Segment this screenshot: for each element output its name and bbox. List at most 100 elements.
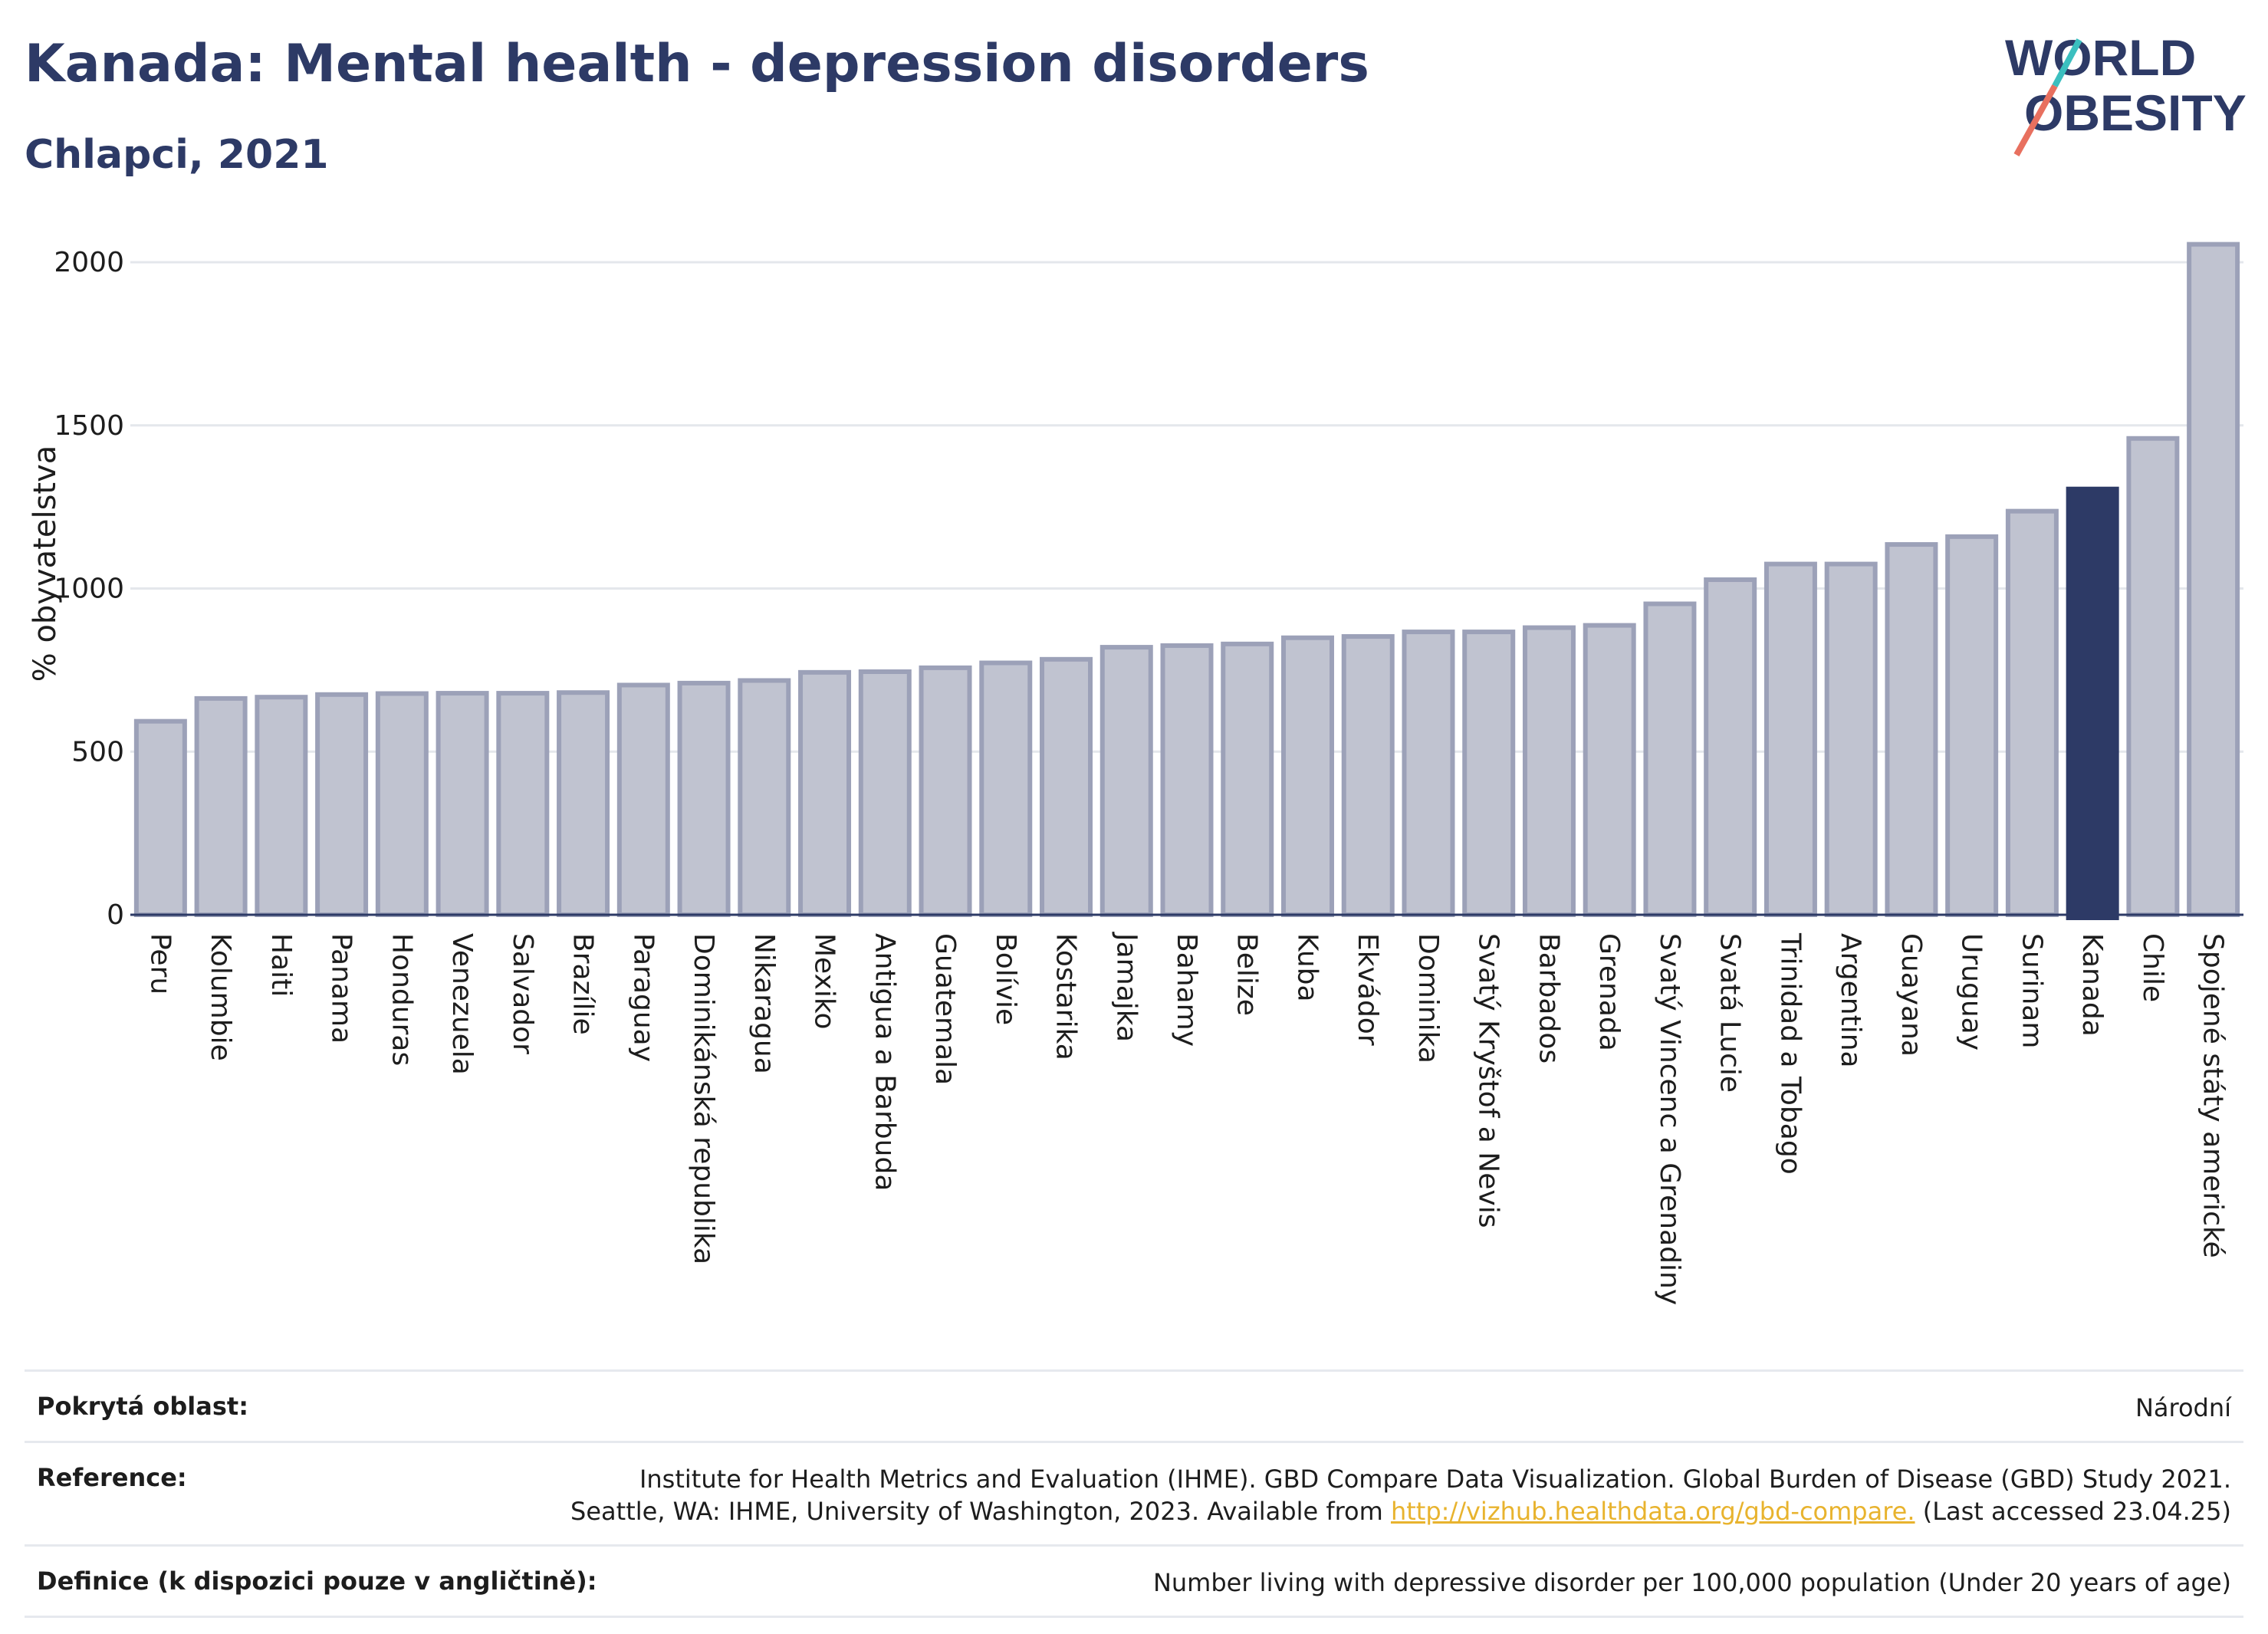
bar-trinidad-a-tobago[interactable] (1763, 561, 1817, 918)
chart-title: Kanada: Mental health - depression disor… (25, 34, 1369, 94)
x-category-labels: Peru Kolumbie Haiti Panama Honduras Venezuela… (144, 932, 2228, 1305)
bar-argentina[interactable] (1824, 561, 1878, 918)
reference-link[interactable]: http://vizhub.healthdata.org/gbd-compare… (1390, 1497, 1915, 1526)
bar-haiti[interactable] (255, 695, 308, 918)
bar-paraguay[interactable] (616, 682, 670, 917)
y-tick-label: 500 (71, 736, 124, 768)
x-category-label: Kostarika (1050, 933, 1082, 1060)
x-category-label: Salvador (507, 933, 538, 1054)
x-category-label: Kuba (1291, 933, 1323, 1002)
logo-line2: OBESITY (2024, 84, 2247, 141)
reference-line1: Institute for Health Metrics and Evaluat… (639, 1465, 2231, 1494)
x-category-label: Panama (326, 933, 357, 1044)
bar-ekvádor[interactable] (1341, 634, 1395, 918)
bar-dominika[interactable] (1402, 630, 1455, 917)
x-category-label: Guatemala (929, 933, 961, 1085)
x-category-label: Dominika (1412, 933, 1444, 1064)
bar-svatá-lucie[interactable] (1704, 577, 1757, 917)
x-category-label: Barbados (1533, 933, 1564, 1064)
logo-slash-accent-icon (2052, 38, 2082, 87)
bars (133, 242, 2240, 920)
world-obesity-logo: WORLD OBESITY (2005, 29, 2247, 156)
x-category-label: Ekvádor (1352, 933, 1383, 1046)
bar-nikaragua[interactable] (738, 678, 791, 918)
y-tick-labels: 0 500 1000 1500 2000 (54, 247, 124, 931)
bar-dominikánská-republika[interactable] (677, 680, 731, 918)
bar-guayana[interactable] (1885, 542, 1938, 917)
bar-peru[interactable] (133, 718, 187, 918)
x-category-label: Grenada (1593, 933, 1625, 1051)
reference-value: Institute for Health Metrics and Evaluat… (570, 1463, 2231, 1527)
y-axis-title: % obyvatelstva (28, 445, 63, 682)
footer-row-reference: Reference: Institute for Health Metrics … (25, 1441, 2243, 1544)
bar-kolumbie[interactable] (194, 695, 248, 917)
coverage-value: Národní (2135, 1393, 2231, 1422)
bar-belize[interactable] (1221, 641, 1274, 918)
y-tick-label: 0 (107, 899, 124, 931)
x-category-label: Guayana (1895, 933, 1927, 1057)
bar-salvador[interactable] (496, 691, 550, 917)
x-category-label: Mexiko (809, 933, 840, 1029)
bar-antigua-a-barbuda[interactable] (858, 669, 912, 917)
x-category-label: Paraguay (627, 933, 659, 1062)
chart-subtitle: Chlapci, 2021 (25, 132, 329, 178)
bar-svatý-vincenc-a-grenadiny[interactable] (1643, 601, 1697, 917)
reference-label: Reference: (37, 1463, 187, 1492)
x-category-label: Honduras (386, 933, 417, 1066)
definition-label: Definice (k dispozici pouze v angličtině… (37, 1567, 597, 1596)
bar-kuba[interactable] (1280, 635, 1334, 917)
bar-uruguay[interactable] (1945, 534, 1999, 918)
x-category-label: Peru (144, 933, 176, 995)
bar-brazílie[interactable] (557, 690, 610, 917)
x-category-label: Svatý Vincenc a Grenadiny (1654, 933, 1685, 1305)
x-category-label: Svatý Kryštof a Nevis (1473, 933, 1504, 1228)
x-category-label: Antigua a Barbuda (869, 933, 900, 1191)
footer-row-definition: Definice (k dispozici pouze v angličtině… (25, 1544, 2243, 1618)
y-tick-label: 1000 (54, 574, 124, 605)
x-category-label: Dominikánská republika (688, 933, 719, 1264)
bar-kanada[interactable] (2066, 486, 2119, 920)
bar-chile[interactable] (2126, 436, 2180, 917)
bar-barbados[interactable] (1522, 625, 1576, 917)
x-category-label: Spojené státy americké (2197, 933, 2229, 1258)
bar-honduras[interactable] (375, 691, 429, 917)
bar-grenada[interactable] (1583, 623, 1636, 917)
reference-line2-pre: Seattle, WA: IHME, University of Washing… (570, 1497, 1391, 1526)
bar-venezuela[interactable] (436, 691, 489, 917)
x-category-label: Trinidad a Tobago (1774, 932, 1806, 1175)
x-category-label: Surinam (2016, 933, 2047, 1048)
bar-bahamy[interactable] (1160, 643, 1214, 918)
x-category-label: Argentina (1835, 933, 1866, 1068)
x-category-label: Nikaragua (748, 933, 780, 1074)
x-category-label: Venezuela (446, 933, 478, 1075)
x-category-label: Bolívie (990, 933, 1021, 1025)
bar-panama[interactable] (315, 692, 369, 917)
bar-jamajka[interactable] (1099, 645, 1153, 918)
footer-row-coverage: Pokrytá oblast: Národní (25, 1369, 2243, 1441)
x-category-label: Haiti (265, 933, 297, 997)
bar-svatý-kryštof-a-nevis[interactable] (1462, 630, 1516, 917)
x-category-label: Kanada (2076, 933, 2108, 1037)
bar-surinam[interactable] (2005, 508, 2059, 917)
reference-line2-post: (Last accessed 23.04.25) (1915, 1497, 2231, 1526)
x-category-label: Svatá Lucie (1714, 933, 1746, 1093)
x-category-label: Brazílie (567, 933, 599, 1035)
y-tick-label: 2000 (54, 247, 124, 278)
logo-slash-icon (2013, 84, 2058, 156)
bar-bolívie[interactable] (979, 660, 1033, 917)
y-tick-label: 1500 (54, 410, 124, 442)
footer-table: Pokrytá oblast: Národní Reference: Insti… (25, 1369, 2243, 1618)
bar-guatemala[interactable] (919, 665, 972, 917)
bar-chart: 0 500 1000 1500 2000 Peru Kolumbie Haiti Panama… (28, 242, 2243, 1305)
x-category-label: Kolumbie (205, 933, 236, 1061)
definition-value: Number living with depressive disorder p… (1152, 1568, 2231, 1597)
coverage-label: Pokrytá oblast: (37, 1392, 248, 1421)
x-category-label: Jamajka (1110, 932, 1142, 1042)
logo-line1: WORLD (2005, 29, 2196, 86)
bar-kostarika[interactable] (1040, 656, 1093, 917)
x-category-label: Bahamy (1171, 933, 1202, 1047)
x-category-label: Chile (2137, 933, 2168, 1002)
bar-mexiko[interactable] (798, 669, 852, 918)
bar-spojené-státy-americké[interactable] (2187, 242, 2240, 918)
x-category-label: Uruguay (1956, 933, 1987, 1050)
